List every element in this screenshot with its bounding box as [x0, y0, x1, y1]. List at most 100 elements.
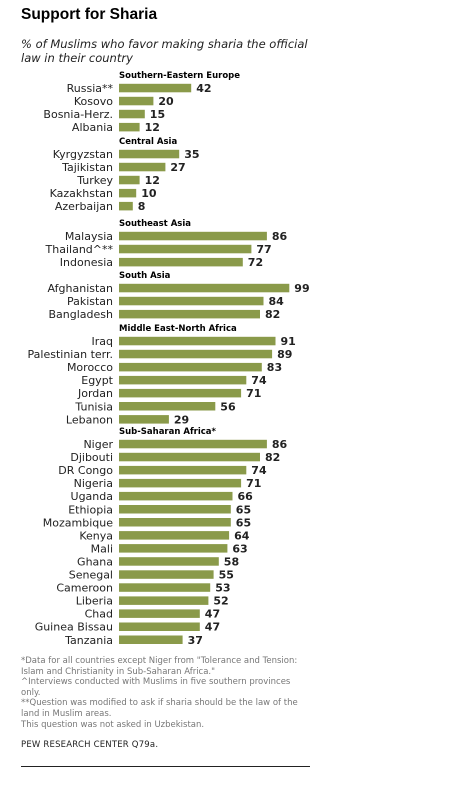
bar	[119, 109, 145, 119]
bar	[119, 635, 183, 644]
country-label: Kosovo	[74, 95, 113, 108]
source-note: PEW RESEARCH CENTER Q79a.	[21, 740, 159, 750]
group-label: Central Asia	[119, 137, 177, 147]
value-label: 71	[246, 387, 261, 400]
value-label: 74	[251, 374, 267, 387]
value-label: 82	[265, 451, 280, 464]
value-label: 53	[215, 582, 230, 595]
country-label: Tanzania	[64, 634, 113, 647]
bar	[119, 622, 200, 631]
bar	[119, 162, 166, 172]
country-label: Mozambique	[43, 516, 113, 529]
country-label: Ethiopia	[68, 503, 113, 516]
value-label: 27	[170, 161, 185, 174]
group-label: Middle East-North Africa	[119, 324, 237, 334]
value-label: 15	[150, 108, 165, 121]
bar	[119, 96, 154, 106]
value-label: 77	[256, 243, 271, 256]
country-label: Djibouti	[70, 451, 113, 464]
value-label: 71	[246, 477, 261, 490]
bar	[119, 439, 267, 449]
country-label: Russia**	[67, 82, 114, 95]
country-label: Cameroon	[56, 582, 113, 595]
bar	[119, 583, 211, 592]
bar	[119, 557, 219, 566]
footnote: **Question was modified to ask if sharia…	[21, 698, 298, 719]
value-label: 99	[294, 282, 309, 295]
value-label: 35	[184, 148, 199, 161]
footnote: This question was not asked in Uzbekista…	[21, 719, 205, 730]
value-label: 63	[232, 542, 247, 555]
bar	[119, 244, 252, 254]
bar	[119, 505, 231, 514]
value-label: 47	[205, 621, 220, 634]
bar	[119, 596, 209, 605]
bar	[119, 122, 140, 132]
page-title: Support for Sharia	[21, 6, 158, 23]
value-label: 8	[138, 200, 146, 213]
value-label: 84	[269, 295, 285, 308]
country-label: Tajikistan	[61, 161, 113, 174]
value-label: 58	[224, 555, 239, 568]
bar	[119, 478, 242, 488]
country-label: Lebanon	[66, 413, 113, 426]
bar	[119, 296, 264, 306]
bar	[119, 415, 169, 424]
value-label: 20	[158, 95, 174, 108]
bar	[119, 362, 262, 372]
bar	[119, 465, 247, 475]
country-label: Albania	[72, 121, 113, 134]
group-label: South Asia	[119, 271, 171, 281]
country-label: Uganda	[71, 490, 113, 503]
footnote: *Data for all countries except Niger fro…	[21, 656, 298, 677]
country-label: Chad	[85, 608, 113, 621]
country-label: Ghana	[77, 555, 113, 568]
country-label: Egypt	[81, 374, 113, 387]
country-label: Azerbaijan	[55, 200, 113, 213]
bar	[119, 388, 242, 398]
bar	[119, 83, 192, 93]
bar	[119, 175, 140, 185]
value-label: 64	[234, 529, 250, 542]
bar-chart: Southern-Eastern Europe Russia** 42 Kosovo 2…	[28, 71, 310, 647]
value-label: 56	[220, 400, 236, 413]
footnote: ^Interviews conducted with Muslims in fi…	[21, 677, 291, 698]
country-label: DR Congo	[58, 464, 113, 477]
country-label: Guinea Bissau	[35, 621, 113, 634]
country-label: Kyrgyzstan	[53, 148, 113, 161]
value-label: 89	[277, 348, 292, 361]
country-label: Tunisia	[74, 400, 113, 413]
value-label: 86	[272, 438, 288, 451]
value-label: 91	[281, 335, 296, 348]
bar	[119, 201, 133, 211]
value-label: 74	[251, 464, 267, 477]
bar	[119, 544, 228, 553]
country-label: Thailand^**	[45, 243, 114, 256]
group-label: Southeast Asia	[119, 219, 191, 229]
country-label: Senegal	[69, 569, 113, 582]
bar	[119, 452, 260, 462]
country-label: Afghanistan	[48, 282, 114, 295]
country-label: Kazakhstan	[50, 187, 113, 200]
value-label: 86	[272, 230, 288, 243]
bar	[119, 231, 267, 241]
footnotes: *Data for all countries except Niger fro…	[21, 656, 301, 730]
bar	[119, 402, 216, 411]
country-label: Iraq	[92, 335, 114, 348]
group-label: Sub-Saharan Africa*	[119, 427, 217, 437]
country-label: Malaysia	[65, 230, 113, 243]
country-label: Pakistan	[67, 295, 113, 308]
country-label: Liberia	[76, 595, 113, 608]
bar	[119, 309, 260, 319]
country-label: Mali	[91, 542, 113, 555]
bar	[119, 518, 231, 527]
value-label: 37	[188, 634, 203, 647]
country-label: Niger	[83, 438, 113, 451]
page-subtitle: % of Muslims who favor making sharia the…	[21, 37, 308, 65]
country-label: Bangladesh	[49, 308, 114, 321]
bar	[119, 257, 243, 267]
bar	[119, 283, 290, 293]
value-label: 29	[174, 413, 189, 426]
country-label: Nigeria	[74, 477, 113, 490]
value-label: 66	[238, 490, 254, 503]
